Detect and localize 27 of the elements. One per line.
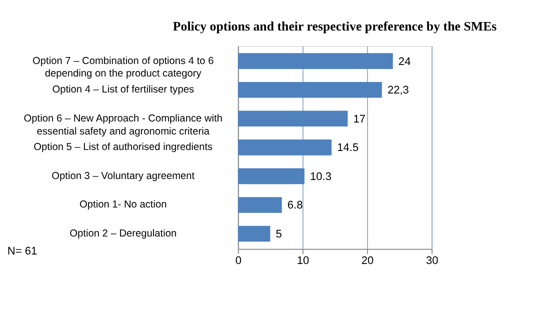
data-label: 5 <box>276 228 282 240</box>
data-label: 17 <box>353 113 366 126</box>
bar <box>238 82 382 98</box>
bar <box>238 197 282 213</box>
y-tick-label: Option 7 – Combination of options 4 to 6 depending on the product category <box>32 56 214 80</box>
data-label: 6.8 <box>287 200 303 212</box>
y-tick-label: Option 5 – List of authorised ingredients <box>34 142 213 154</box>
chart-title: Policy options and their respective preference by the SMEs <box>172 18 497 34</box>
data-label: 24 <box>398 56 411 68</box>
bar <box>238 53 393 69</box>
x-tick-label: 20 <box>361 255 374 268</box>
bar <box>238 168 304 184</box>
y-tick-label: Option 2 – Deregulation <box>70 228 177 240</box>
x-tick-label: 10 <box>296 255 310 268</box>
x-tick-label: 30 <box>426 255 438 268</box>
data-label: 14.5 <box>337 142 359 154</box>
data-label: 10.3 <box>310 170 332 183</box>
bar <box>238 140 332 156</box>
bar <box>238 226 270 242</box>
y-tick-label: Option 1- No action <box>80 200 167 211</box>
y-tick-label: Option 4 – List of fertiliser types <box>52 84 194 96</box>
text: N= 61 <box>7 245 38 258</box>
data-label: 22,3 <box>387 84 409 97</box>
x-tick-label: 0 <box>235 255 242 268</box>
y-tick-label: Option 3 – Voluntary agreement <box>52 170 195 182</box>
y-tick-label: Option 6 – New Approach - Compliance with essential safety and agronomic criteria <box>24 113 222 138</box>
bar <box>238 110 348 127</box>
